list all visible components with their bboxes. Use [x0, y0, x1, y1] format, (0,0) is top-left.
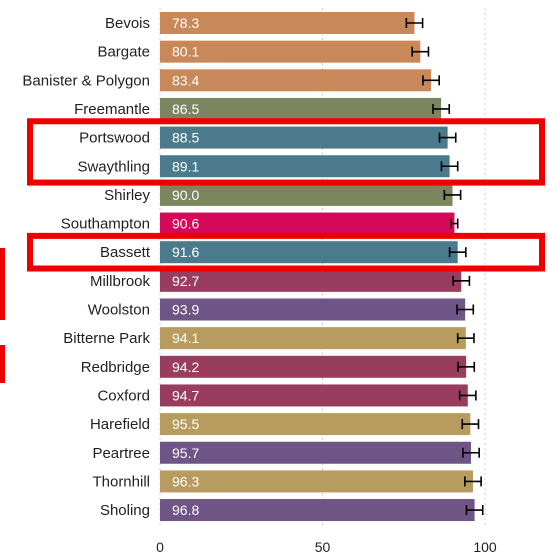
- bar-coxford: [160, 384, 468, 406]
- bar-millbrook: [160, 270, 461, 292]
- value-label: 96.3: [172, 473, 199, 489]
- value-label: 88.5: [172, 130, 199, 146]
- bar-thornhill: [160, 470, 473, 492]
- bar-sholing: [160, 499, 475, 521]
- category-label: Thornhill: [92, 473, 150, 490]
- value-label: 91.6: [172, 244, 199, 260]
- bar-bassett: [160, 241, 458, 263]
- category-label: Sholing: [100, 502, 150, 519]
- category-label: Bevois: [105, 15, 150, 32]
- bar-harefield: [160, 413, 470, 435]
- category-label: Banister & Polygon: [22, 72, 150, 89]
- bar-woolston: [160, 299, 465, 321]
- category-label: Shirley: [104, 187, 150, 204]
- value-label: 89.1: [172, 158, 199, 174]
- value-label: 93.9: [172, 302, 199, 318]
- value-label: 80.1: [172, 44, 199, 60]
- value-label: 94.2: [172, 359, 199, 375]
- category-label: Bargate: [97, 44, 150, 61]
- bar-bitterne-park: [160, 327, 466, 349]
- x-tick-label: 100: [473, 539, 497, 555]
- highlight-edge-mark: [0, 345, 5, 383]
- value-label: 92.7: [172, 273, 199, 289]
- category-label: Peartree: [92, 445, 150, 462]
- bar-peartree: [160, 442, 471, 464]
- value-label: 90.0: [172, 187, 199, 203]
- value-label: 83.4: [172, 72, 199, 88]
- x-tick-label: 0: [156, 539, 164, 555]
- value-label: 86.5: [172, 101, 199, 117]
- category-label: Coxford: [97, 387, 150, 404]
- bar-freemantle: [160, 98, 441, 120]
- category-label: Freemantle: [74, 101, 150, 118]
- bar-portswood: [160, 127, 448, 149]
- value-label: 94.1: [172, 330, 199, 346]
- bar-swaythling: [160, 155, 450, 177]
- category-label: Swaythling: [77, 158, 150, 175]
- value-label: 96.8: [172, 502, 199, 518]
- bar-banister-polygon: [160, 69, 431, 91]
- value-label: 90.6: [172, 216, 199, 232]
- category-label: Harefield: [90, 416, 150, 433]
- value-label: 95.7: [172, 445, 199, 461]
- category-label: Woolston: [88, 302, 150, 319]
- highlight-edge-mark: [0, 248, 5, 320]
- bar-shirley: [160, 184, 453, 206]
- x-tick-label: 50: [315, 539, 331, 555]
- category-label: Redbridge: [81, 359, 150, 376]
- value-label: 94.7: [172, 387, 199, 403]
- category-label: Portswood: [79, 130, 150, 147]
- category-label: Bassett: [100, 244, 151, 261]
- category-label: Southampton: [61, 216, 150, 233]
- category-label: Millbrook: [90, 273, 151, 290]
- bar-southampton: [160, 213, 454, 235]
- category-label: Bitterne Park: [63, 330, 150, 347]
- value-label: 78.3: [172, 15, 199, 31]
- bar-redbridge: [160, 356, 466, 378]
- value-label: 95.5: [172, 416, 199, 432]
